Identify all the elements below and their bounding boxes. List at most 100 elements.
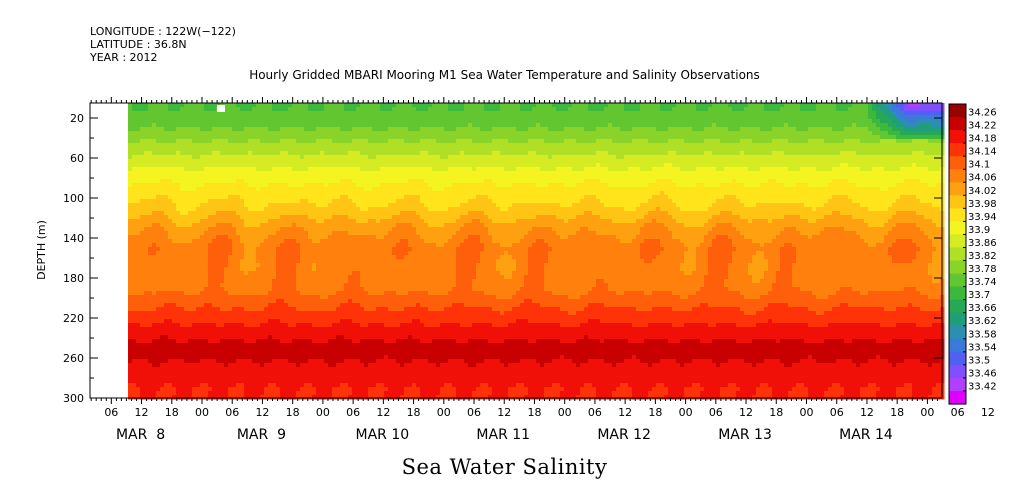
x-hour-label: 12 — [739, 406, 753, 419]
year-label: YEAR : 2012 — [90, 51, 158, 64]
chart-title: Hourly Gridded MBARI Mooring M1 Sea Wate… — [249, 68, 760, 82]
x-hour-label: 12 — [981, 406, 995, 419]
colorbar-label: 34.02 — [968, 186, 997, 197]
x-hour-label: 06 — [951, 406, 965, 419]
x-hour-label: 06 — [346, 406, 360, 419]
colorbar-swatch — [949, 130, 966, 144]
colorbar-label: 33.94 — [968, 212, 997, 223]
x-hour-label: 18 — [286, 406, 300, 419]
x-hour-label: 00 — [920, 406, 934, 419]
x-hour-label: 18 — [527, 406, 541, 419]
y-axis-label: DEPTH (m) — [35, 220, 48, 280]
colorbar-label: 34.18 — [968, 134, 997, 145]
x-day-label: MAR 12 — [597, 427, 651, 443]
x-day-label: MAR 9 — [237, 427, 286, 443]
colorbar-swatch — [949, 312, 966, 327]
colorbar-swatch — [949, 182, 966, 196]
x-hour-label: 18 — [890, 406, 904, 419]
colorbar-label: 34.06 — [968, 173, 997, 184]
colorbar-swatch — [949, 208, 966, 222]
colorbar-label: 33.9 — [968, 225, 990, 236]
x-hour-label: 06 — [709, 406, 723, 419]
colorbar-label: 33.66 — [968, 303, 997, 314]
missing-data-area — [90, 103, 128, 398]
colorbar-label: 33.74 — [968, 277, 997, 288]
colorbar-label: 33.5 — [968, 355, 990, 366]
x-day-label: MAR 8 — [116, 427, 165, 443]
y-tick-label: 220 — [63, 312, 84, 325]
longitude-label: LONGITUDE : 122W(−122) — [90, 25, 236, 38]
x-hour-label: 06 — [830, 406, 844, 419]
x-day-label: MAR 11 — [476, 427, 530, 443]
colorbar-swatch — [949, 260, 966, 275]
colorbar-label: 34.1 — [968, 160, 990, 171]
colorbar-label: 33.62 — [968, 316, 997, 327]
colorbar-label: 33.58 — [968, 329, 997, 340]
x-day-label: MAR 13 — [718, 427, 772, 443]
salinity-field — [128, 103, 945, 400]
y-tick-label: 300 — [63, 392, 84, 405]
x-hour-label: 12 — [497, 406, 511, 419]
x-hour-label: 00 — [558, 406, 572, 419]
colorbar-swatch — [949, 351, 966, 366]
x-hour-label: 00 — [437, 406, 451, 419]
colorbar-label: 33.78 — [968, 264, 997, 275]
colorbar-swatch — [949, 299, 966, 314]
y-tick-label: 100 — [63, 192, 84, 205]
colorbar-swatch — [949, 325, 966, 340]
y-tick-label: 260 — [63, 352, 84, 365]
x-hour-label: 12 — [135, 406, 149, 419]
x-hour-label: 06 — [225, 406, 239, 419]
x-hour-label: 12 — [255, 406, 269, 419]
colorbar-label: 34.22 — [968, 121, 997, 132]
colorbar-swatch — [949, 390, 966, 405]
colorbar-swatch — [949, 117, 966, 131]
y-tick-label: 140 — [63, 232, 84, 245]
y-tick-label: 20 — [70, 112, 84, 125]
x-day-label: MAR 10 — [356, 427, 410, 443]
x-hour-label: 06 — [467, 406, 481, 419]
colorbar-frame — [948, 103, 967, 405]
colorbar-swatch — [949, 234, 966, 249]
latitude-label: LATITUDE : 36.8N — [90, 38, 187, 51]
colorbar-swatch — [949, 364, 966, 379]
colorbar-swatch — [949, 143, 966, 157]
plot-frame — [89, 102, 943, 399]
x-hour-label: 06 — [588, 406, 602, 419]
colorbar-label: 33.7 — [968, 290, 990, 301]
colorbar-swatch — [949, 195, 966, 209]
colorbar-label: 33.82 — [968, 251, 997, 262]
x-hour-label: 06 — [104, 406, 118, 419]
colorbar-swatch — [949, 247, 966, 262]
x-hour-label: 12 — [376, 406, 390, 419]
x-hour-label: 00 — [800, 406, 814, 419]
x-hour-label: 18 — [165, 406, 179, 419]
colorbar-swatch — [949, 221, 966, 236]
x-hour-label: 00 — [316, 406, 330, 419]
colorbar-label: 33.46 — [968, 368, 997, 379]
colorbar-label: 34.26 — [968, 108, 997, 119]
x-hour-label: 18 — [407, 406, 421, 419]
y-tick-label: 180 — [63, 272, 84, 285]
colorbar-swatch — [949, 156, 966, 170]
colorbar-label: 33.42 — [968, 381, 997, 392]
colorbar-swatch — [949, 104, 966, 118]
colorbar-swatch — [949, 338, 966, 353]
x-hour-label: 00 — [195, 406, 209, 419]
x-hour-label: 18 — [648, 406, 662, 419]
x-hour-label: 18 — [769, 406, 783, 419]
x-hour-label: 12 — [618, 406, 632, 419]
colorbar-label: 33.54 — [968, 342, 997, 353]
x-hour-label: 12 — [860, 406, 874, 419]
colorbar-swatch — [949, 169, 966, 183]
colorbar-label: 33.98 — [968, 199, 997, 210]
colorbar-label: 34.14 — [968, 147, 997, 158]
colorbar-swatch — [949, 286, 966, 301]
x-hour-label: 00 — [679, 406, 693, 419]
missing-data-dot — [217, 105, 225, 112]
colorbar-swatch — [949, 377, 966, 392]
variable-title: Sea Water Salinity — [401, 455, 608, 479]
y-tick-label: 60 — [70, 152, 84, 165]
colorbar-swatch — [949, 273, 966, 288]
